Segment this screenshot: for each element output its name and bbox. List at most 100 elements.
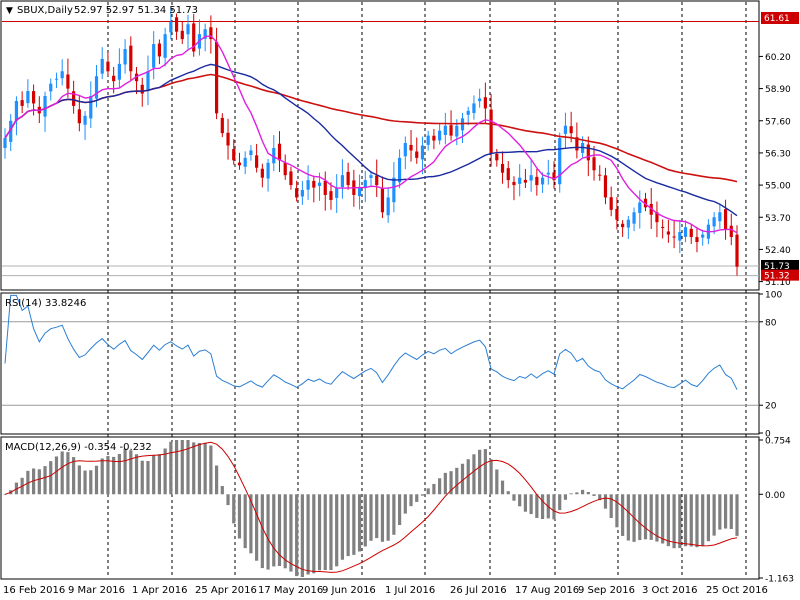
candle-body xyxy=(60,71,64,79)
macd-bar xyxy=(94,465,99,495)
macd-bar xyxy=(397,494,402,526)
candle-body xyxy=(174,17,179,32)
ma-fast-line xyxy=(4,35,738,234)
candle-body xyxy=(466,110,470,115)
macd-bar xyxy=(249,494,253,554)
rsi-label: RSI(14) 33.8246 xyxy=(5,298,86,309)
candle-body xyxy=(66,74,70,89)
candle-body xyxy=(323,180,327,195)
macd-bar xyxy=(317,494,322,571)
macd-histogram xyxy=(3,440,739,578)
macd-bar xyxy=(655,494,659,542)
last-close-badge-bg xyxy=(761,259,799,271)
candle-body xyxy=(117,63,121,80)
candle-body xyxy=(192,23,196,52)
date-axis: 16 Feb 2016 9 Mar 2016 1 Apr 2016 25 Apr 20… xyxy=(3,585,768,596)
price-panel xyxy=(0,0,760,291)
macd-bar xyxy=(506,491,510,495)
candle-body xyxy=(540,177,545,185)
candle-body xyxy=(255,155,259,168)
macd-bar xyxy=(540,494,545,520)
candle-body xyxy=(357,187,362,197)
candle-body xyxy=(420,145,425,160)
macd-bar xyxy=(72,457,76,495)
macd-bar xyxy=(563,494,568,500)
macd-bar xyxy=(369,494,373,541)
candle-body xyxy=(94,76,99,99)
macd-bar xyxy=(443,472,447,495)
macd-bar xyxy=(14,482,19,495)
macd-bar xyxy=(169,441,173,495)
candle-body xyxy=(335,187,339,198)
candle-body xyxy=(20,100,24,106)
candle-body xyxy=(375,175,379,186)
x-tick-label: 25 Apr 2016 xyxy=(195,585,257,596)
candle-body xyxy=(214,41,219,114)
candle-body xyxy=(260,168,264,178)
candle-body xyxy=(621,223,625,228)
candle-body xyxy=(54,78,59,80)
rsi-tick-label: 20 xyxy=(765,402,777,412)
macd-bar xyxy=(220,486,224,495)
macd-bar xyxy=(483,449,487,495)
candle-body xyxy=(140,84,144,94)
candle-body xyxy=(77,109,81,124)
candle-body xyxy=(209,27,213,40)
ohlc-label: 52.97 52.97 51.34 51.73 xyxy=(74,5,198,16)
candle-body xyxy=(243,157,247,167)
macd-bar xyxy=(432,483,436,495)
price-tick-label: 57.60 xyxy=(765,117,791,127)
price-tick-label: 60.20 xyxy=(765,53,791,63)
macd-bar xyxy=(140,460,144,495)
price-tick-label: 52.40 xyxy=(765,246,791,256)
macd-bar xyxy=(306,494,310,575)
macd-bar xyxy=(535,494,539,518)
macd-bar xyxy=(472,454,476,495)
x-tick-label: 9 Mar 2016 xyxy=(68,585,125,596)
candle-body xyxy=(26,91,30,104)
macd-bar xyxy=(3,494,7,495)
macd-bar xyxy=(243,494,247,549)
candle-body xyxy=(723,209,728,230)
macd-bar xyxy=(237,494,242,539)
candle-body xyxy=(609,197,613,210)
candle-body xyxy=(100,58,104,74)
candle-body xyxy=(266,162,270,179)
macd-bar xyxy=(37,469,41,495)
candle-body xyxy=(523,179,528,183)
last-close-badge: 51.73 xyxy=(764,262,790,272)
candle-body xyxy=(518,177,522,184)
macd-bar xyxy=(558,494,562,511)
candle-body xyxy=(438,130,442,141)
top-line-badge: 61.61 xyxy=(764,14,790,24)
candle-body xyxy=(9,120,13,142)
candle-body xyxy=(678,232,682,241)
candle-body xyxy=(460,118,465,131)
candle-body xyxy=(495,153,499,161)
candle-body xyxy=(152,44,156,68)
macd-axis: 0.754 0.00 -1.163 xyxy=(759,437,794,585)
rsi-line xyxy=(4,294,738,390)
candle-body xyxy=(272,147,276,164)
price-tick-label: 56.30 xyxy=(765,149,791,159)
macd-bar xyxy=(575,492,579,495)
macd-bar xyxy=(426,488,430,495)
macd-bar xyxy=(603,494,608,509)
candle-body xyxy=(449,125,453,136)
candle-body xyxy=(386,197,390,216)
candle-body xyxy=(655,212,659,223)
candle-body xyxy=(472,103,476,114)
candle-body xyxy=(89,96,93,119)
candle-body xyxy=(226,132,230,146)
macd-bar xyxy=(672,494,676,549)
candle-body xyxy=(203,29,207,39)
candle-body xyxy=(380,188,385,213)
macd-bar xyxy=(174,440,179,495)
macd-bar xyxy=(375,494,379,539)
collapse-triangle-icon[interactable]: ▼ xyxy=(6,6,13,16)
x-tick-label: 1 Apr 2016 xyxy=(132,585,187,596)
macd-panel xyxy=(0,436,760,580)
candle-body xyxy=(455,125,459,137)
candle-body xyxy=(712,217,716,227)
